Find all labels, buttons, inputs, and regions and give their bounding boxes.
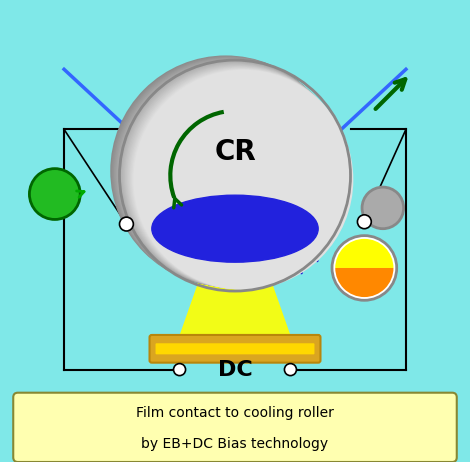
Circle shape — [30, 169, 80, 219]
FancyBboxPatch shape — [149, 335, 321, 363]
Circle shape — [132, 69, 352, 290]
Circle shape — [130, 67, 352, 289]
Circle shape — [114, 58, 343, 287]
Circle shape — [115, 58, 344, 287]
Circle shape — [362, 187, 404, 229]
Circle shape — [113, 57, 343, 287]
Circle shape — [111, 56, 342, 286]
Polygon shape — [180, 259, 290, 337]
Circle shape — [118, 60, 345, 287]
Circle shape — [173, 364, 186, 376]
Ellipse shape — [152, 195, 318, 262]
Text: DC: DC — [218, 359, 252, 380]
Circle shape — [124, 64, 348, 288]
Circle shape — [119, 217, 133, 231]
Circle shape — [126, 65, 350, 289]
Circle shape — [121, 62, 347, 288]
Circle shape — [284, 364, 297, 376]
Text: by EB+DC Bias technology: by EB+DC Bias technology — [141, 437, 329, 450]
Circle shape — [128, 67, 351, 289]
Circle shape — [133, 70, 353, 290]
FancyBboxPatch shape — [13, 393, 457, 462]
Text: Film contact to cooling roller: Film contact to cooling roller — [136, 407, 334, 420]
Circle shape — [125, 64, 349, 288]
Circle shape — [120, 61, 346, 288]
Circle shape — [332, 236, 397, 300]
Circle shape — [119, 61, 346, 288]
Circle shape — [122, 63, 348, 288]
Circle shape — [110, 55, 341, 286]
Circle shape — [116, 59, 345, 287]
FancyBboxPatch shape — [156, 343, 314, 354]
Text: CR: CR — [214, 139, 256, 166]
Circle shape — [131, 68, 352, 289]
Wedge shape — [335, 268, 393, 297]
Circle shape — [357, 215, 371, 229]
Wedge shape — [335, 239, 393, 268]
Circle shape — [127, 66, 350, 289]
